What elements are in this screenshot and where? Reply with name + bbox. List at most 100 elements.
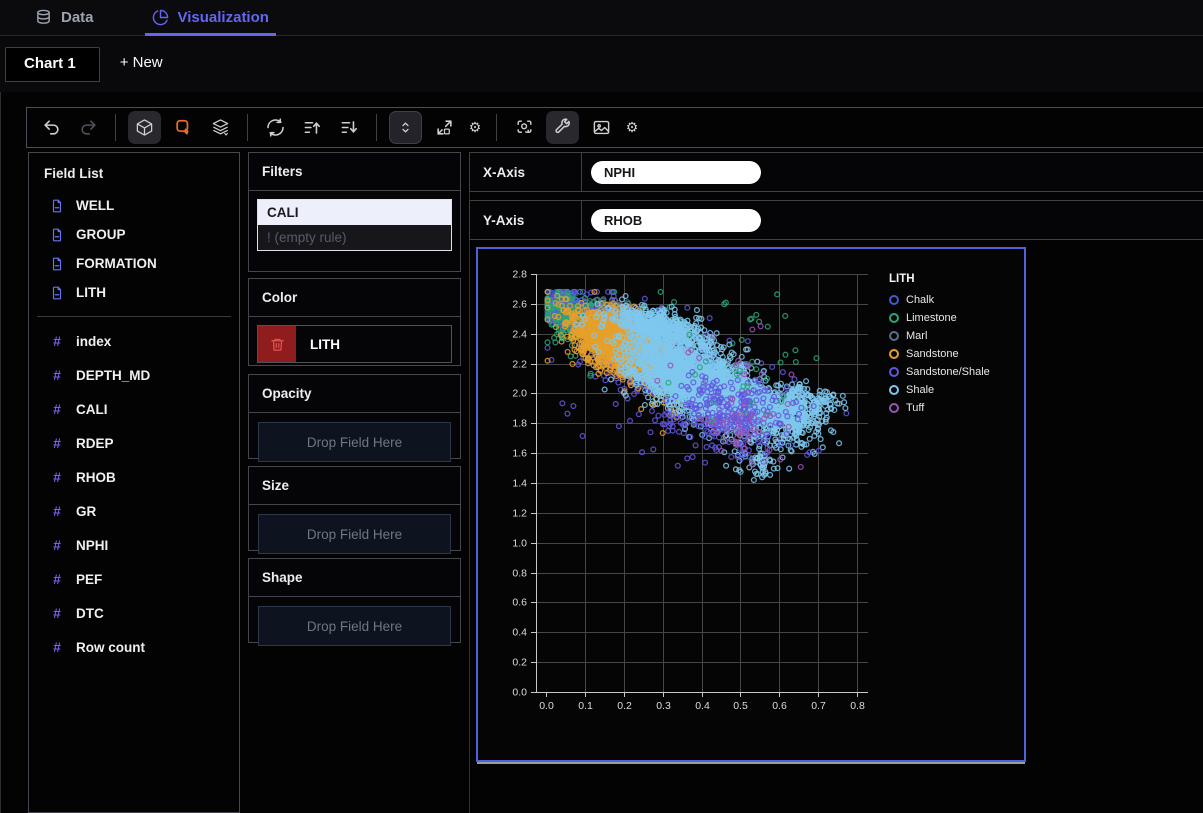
scatter-chart-canvas[interactable]	[478, 249, 1024, 760]
export-image-icon[interactable]	[586, 113, 616, 143]
field-item-label: GR	[76, 503, 97, 519]
legend-label: Marl	[906, 330, 928, 342]
field-item-pef[interactable]: # PEF	[29, 562, 239, 596]
color-shelf: Color LITH	[248, 278, 461, 366]
main-panel: ⚙ ⚙ Field List WELL GROUP FORMATION LITH # i…	[0, 92, 1203, 813]
x-axis-shelf: X-Axis NPHI	[469, 152, 1203, 192]
explore-capture-icon[interactable]	[509, 113, 539, 143]
toolbar-separator	[496, 114, 497, 141]
field-item-label: FORMATION	[76, 256, 157, 271]
document-icon	[50, 199, 64, 213]
opacity-shelf: Opacity Drop Field Here	[248, 374, 461, 462]
y-axis-field-pill[interactable]: RHOB	[591, 208, 761, 232]
size-setting-icon[interactable]	[429, 113, 459, 143]
filters-shelf-label: Filters	[249, 153, 460, 191]
legend-label: Sandstone/Shale	[906, 366, 990, 378]
color-field-pill[interactable]: LITH	[257, 325, 452, 363]
chart-legend: LITH Chalk Limestone Marl Sandstone Sandston…	[889, 273, 990, 417]
field-item-label: GROUP	[76, 227, 126, 242]
legend-item-sandstone-shale[interactable]: Sandstone/Shale	[889, 363, 990, 381]
legend-swatch	[889, 331, 899, 341]
field-item-nphi[interactable]: # NPHI	[29, 528, 239, 562]
remove-color-field-button[interactable]	[258, 326, 296, 362]
field-item-label: LITH	[76, 285, 106, 300]
field-list-divider	[37, 316, 231, 317]
legend-item-shale[interactable]: Shale	[889, 381, 990, 399]
toolbar: ⚙ ⚙	[26, 107, 1203, 148]
field-item-group[interactable]: GROUP	[29, 220, 239, 249]
field-item-well[interactable]: WELL	[29, 191, 239, 220]
painter-tool-icon[interactable]	[546, 111, 579, 144]
chart-container[interactable]: LITH Chalk Limestone Marl Sandstone Sandston…	[476, 247, 1026, 762]
hash-icon: #	[53, 639, 61, 655]
toolbar-separator	[247, 114, 248, 141]
field-item-dtc[interactable]: # DTC	[29, 596, 239, 630]
field-item-cali[interactable]: # CALI	[29, 392, 239, 426]
database-icon	[35, 9, 52, 26]
x-axis-shelf-label: X-Axis	[470, 153, 582, 191]
field-item-lith[interactable]: LITH	[29, 278, 239, 307]
document-icon	[50, 286, 64, 300]
legend-label: Chalk	[906, 294, 935, 306]
legend-label: Tuff	[906, 402, 925, 414]
chart-tab-1[interactable]: Chart 1	[5, 47, 100, 82]
redo-icon[interactable]	[73, 113, 103, 143]
hash-icon: #	[53, 537, 61, 553]
export-gear-icon[interactable]: ⚙	[625, 119, 639, 135]
field-list-title: Field List	[44, 166, 104, 181]
dimension-field-list: WELL GROUP FORMATION LITH	[29, 191, 239, 307]
field-item-label: WELL	[76, 198, 115, 213]
sort-descending-icon[interactable]	[334, 113, 364, 143]
hash-icon: #	[53, 333, 61, 349]
field-item-formation[interactable]: FORMATION	[29, 249, 239, 278]
new-chart-button[interactable]: + New	[116, 47, 167, 78]
axes-resize-icon[interactable]	[389, 111, 422, 144]
pie-chart-icon	[152, 9, 169, 26]
field-item-gr[interactable]: # GR	[29, 494, 239, 528]
field-item-rdep[interactable]: # RDEP	[29, 426, 239, 460]
stack-layers-icon[interactable]	[205, 113, 235, 143]
filter-chip-rule[interactable]: ! (empty rule)	[258, 225, 451, 250]
field-item-row-count[interactable]: # Row count	[29, 630, 239, 664]
filters-shelf: Filters CALI ! (empty rule)	[248, 152, 461, 272]
y-axis-shelf: Y-Axis RHOB	[469, 200, 1203, 240]
filter-chip-field[interactable]: CALI	[258, 200, 451, 225]
opacity-drop-zone[interactable]: Drop Field Here	[258, 422, 451, 462]
legend-item-tuff[interactable]: Tuff	[889, 399, 990, 417]
tab-data[interactable]: Data	[35, 0, 94, 35]
legend-swatch	[889, 349, 899, 359]
legend-item-sandstone[interactable]: Sandstone	[889, 345, 990, 363]
size-drop-zone[interactable]: Drop Field Here	[258, 514, 451, 554]
legend-item-chalk[interactable]: Chalk	[889, 291, 990, 309]
size-shelf: Size Drop Field Here	[248, 466, 461, 554]
field-item-label: Row count	[76, 639, 145, 655]
legend-item-marl[interactable]: Marl	[889, 327, 990, 345]
tab-data-label: Data	[61, 9, 94, 26]
shape-drop-zone[interactable]: Drop Field Here	[258, 606, 451, 646]
hash-icon: #	[53, 503, 61, 519]
field-item-depth-md[interactable]: # DEPTH_MD	[29, 358, 239, 392]
legend-item-limestone[interactable]: Limestone	[889, 309, 990, 327]
field-item-rhob[interactable]: # RHOB	[29, 460, 239, 494]
field-item-index[interactable]: # index	[29, 324, 239, 358]
legend-swatch	[889, 385, 899, 395]
filter-chip-cali[interactable]: CALI ! (empty rule)	[257, 199, 452, 251]
field-list-panel: Field List WELL GROUP FORMATION LITH # index…	[28, 152, 240, 813]
size-shelf-label: Size	[249, 467, 460, 505]
undo-icon[interactable]	[36, 113, 66, 143]
top-nav: Data Visualization	[0, 0, 1203, 36]
tab-visualization[interactable]: Visualization	[144, 0, 277, 36]
transpose-icon[interactable]	[260, 113, 290, 143]
legend-label: Shale	[906, 384, 935, 396]
aggregation-cube-icon[interactable]	[128, 111, 161, 144]
x-axis-field-pill[interactable]: NPHI	[591, 160, 761, 184]
hash-icon: #	[53, 435, 61, 451]
mark-select-icon[interactable]	[168, 113, 198, 143]
size-gear-icon[interactable]: ⚙	[468, 119, 482, 135]
hash-icon: #	[53, 367, 61, 383]
field-item-label: PEF	[76, 571, 103, 587]
legend-label: Limestone	[906, 312, 957, 324]
field-item-label: DEPTH_MD	[76, 367, 151, 383]
sort-ascending-icon[interactable]	[297, 113, 327, 143]
